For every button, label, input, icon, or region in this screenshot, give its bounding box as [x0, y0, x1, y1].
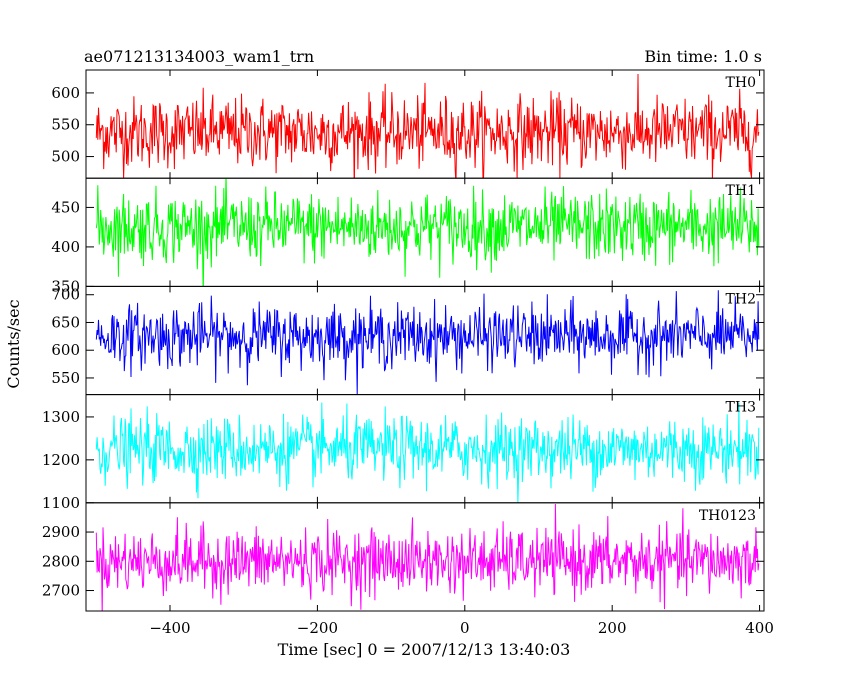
- y-tick-label: 2800: [42, 552, 80, 570]
- panel-th0: 500 550 600 TH0: [51, 69, 765, 179]
- y-tick-label: 450: [51, 198, 80, 216]
- chart-title: ae071213134003_wam1_trn: [84, 47, 314, 66]
- y-tick-label: 600: [51, 341, 80, 359]
- y-tick-label: 2700: [42, 582, 80, 600]
- x-tick-label: 0: [460, 619, 470, 637]
- panel-frame: [85, 177, 765, 287]
- panel-th2: 550 600 650 700 TH2: [51, 286, 765, 396]
- x-axis-label: Time [sec] 0 = 2007/12/13 13:40:03: [278, 640, 571, 659]
- series-line-th1: [95, 178, 760, 287]
- y-tick-label: 400: [51, 238, 80, 256]
- panel-frame: [85, 502, 765, 612]
- y-tick-label: 1100: [42, 494, 80, 512]
- panel-th0123: 2700 2800 2900 TH0123: [42, 502, 765, 612]
- panel-th3: 1100 1200 1300 TH3: [42, 394, 765, 512]
- series-line-th2: [95, 290, 760, 395]
- series-line-th3: [95, 402, 760, 503]
- y-axis-label: Counts/sec: [4, 299, 23, 388]
- x-tick-label: 200: [598, 619, 627, 637]
- panels-group: 500 550 600 TH0 350 400 450 TH1 550 600 650 700 TH2 1…: [42, 69, 765, 612]
- x-tick-label: −400: [149, 619, 190, 637]
- y-tick-label: 650: [51, 313, 80, 331]
- series-line-th0123: [95, 503, 760, 611]
- panel-name-label: TH1: [726, 183, 756, 199]
- y-tick-label: 1200: [42, 451, 80, 469]
- y-tick-label: 1300: [42, 408, 80, 426]
- y-tick-label: 500: [51, 148, 80, 166]
- y-tick-label: 2900: [42, 523, 80, 541]
- panel-name-label: TH2: [726, 291, 756, 307]
- x-tick-label: −200: [297, 619, 338, 637]
- y-tick-label: 550: [51, 369, 80, 387]
- y-tick-label: 600: [51, 84, 80, 102]
- bin-time-label: Bin time: 1.0 s: [644, 47, 762, 66]
- panel-name-label: TH3: [726, 400, 756, 416]
- panel-name-label: TH0123: [699, 508, 756, 524]
- panel-th1: 350 400 450 TH1: [51, 177, 765, 295]
- y-tick-label: 550: [51, 116, 80, 134]
- y-tick-label: 700: [51, 286, 80, 304]
- series-line-th0: [95, 73, 760, 179]
- panel-name-label: TH0: [726, 75, 756, 91]
- x-axis: −400 −200 0 200 400: [149, 619, 773, 637]
- y-tick-label: 350: [51, 277, 80, 295]
- x-tick-label: 400: [745, 619, 774, 637]
